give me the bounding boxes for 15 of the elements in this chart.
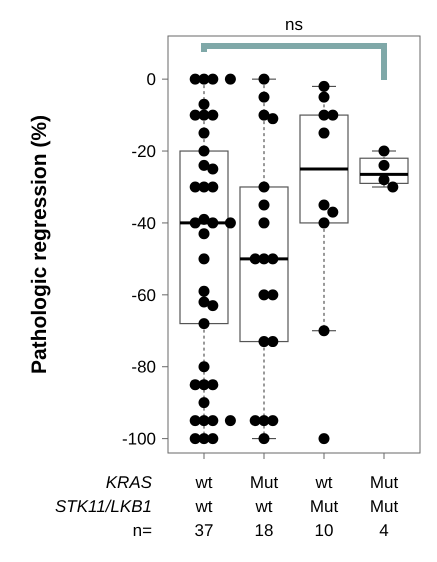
y-tick-label: -80	[131, 358, 156, 377]
x-tick-label: Mut Mut 4	[370, 473, 398, 540]
text: STK11/LKB1	[54, 497, 152, 516]
x-tick-label: Mut wt 18	[250, 473, 278, 540]
y-tick-label: -40	[131, 214, 156, 233]
text: KRAS	[106, 473, 153, 492]
x-tick-label: wt Mut 10	[310, 473, 338, 540]
text: ns	[285, 15, 303, 34]
x-tick-label: wt wt 37	[194, 473, 214, 540]
y-axis-title: Pathologic regression (%)	[28, 114, 51, 374]
y-tick-label: -100	[122, 430, 156, 449]
y-tick-label: 0	[146, 70, 156, 90]
y-tick-label: -20	[131, 142, 156, 161]
text: n=	[132, 521, 152, 540]
y-tick-label: -60	[131, 286, 156, 305]
